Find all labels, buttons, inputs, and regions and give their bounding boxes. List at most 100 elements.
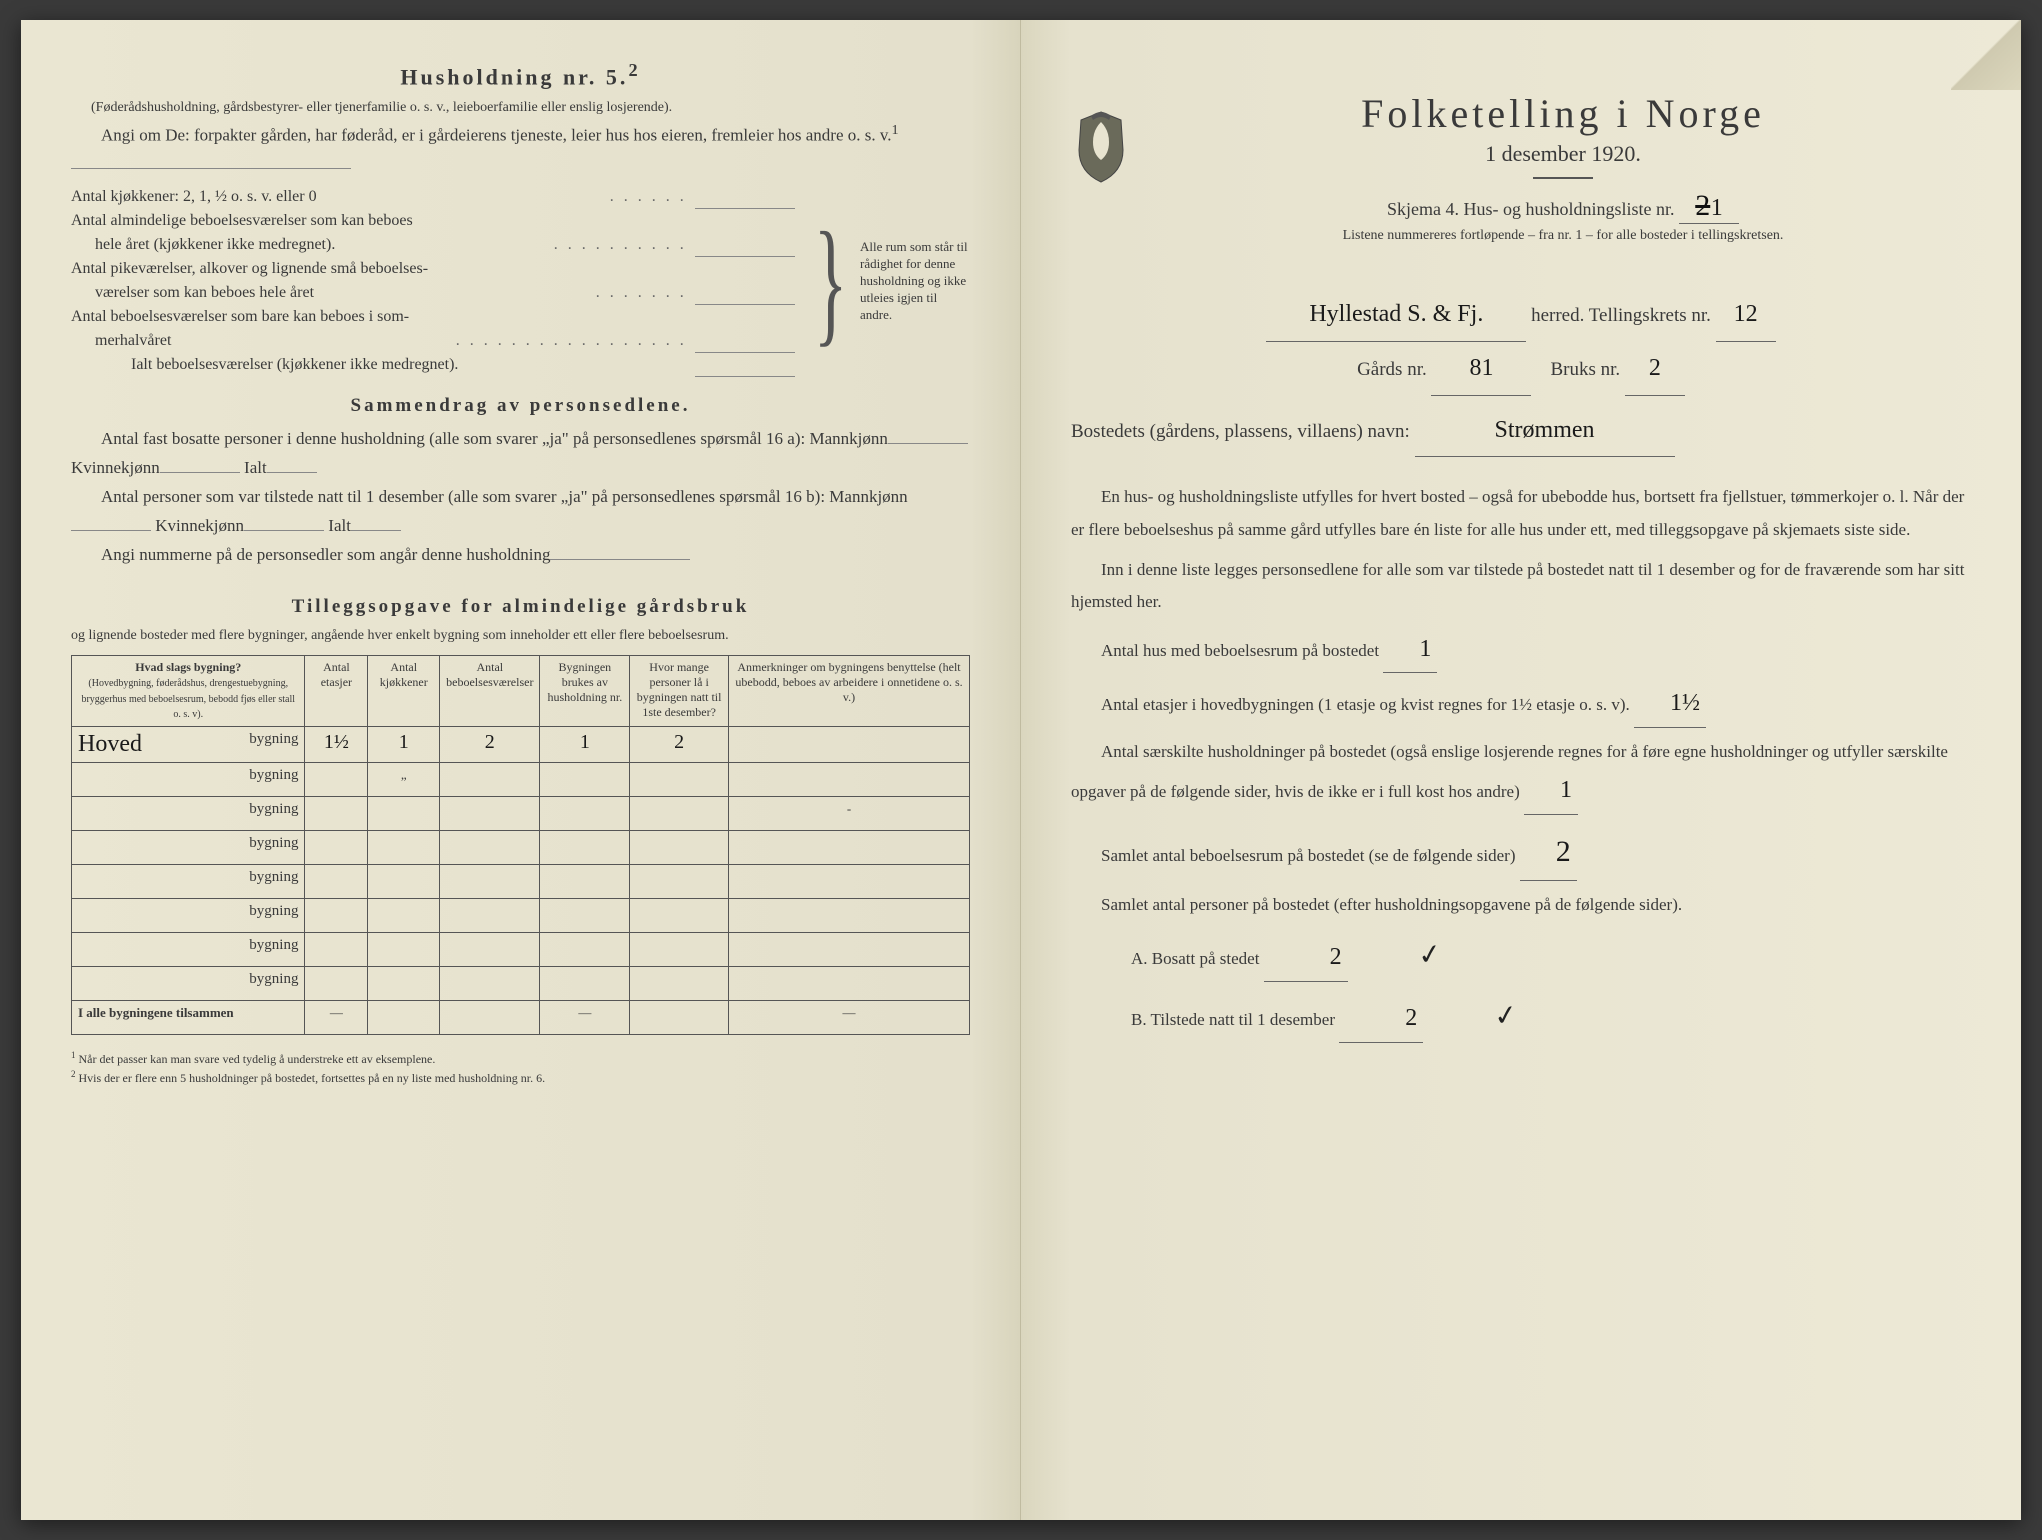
r7c5 <box>540 932 630 966</box>
r1c3: 1 <box>368 726 440 762</box>
q4-line: Samlet antal beboelsesrum på bostedet (s… <box>1071 823 1971 881</box>
tc3 <box>368 1000 440 1034</box>
r1-slot <box>695 185 795 209</box>
footnotes: 1 Når det passer kan man svare ved tydel… <box>71 1049 970 1087</box>
r6c5 <box>540 898 630 932</box>
tillegg-title: Tilleggsopgave for almindelige gårdsbruk <box>71 596 970 618</box>
th-c7: Anmerkninger om bygningens benyttelse (h… <box>729 656 970 727</box>
r1-prefix: Hoved <box>78 731 142 758</box>
p2: Inn i denne liste legges personsedlene f… <box>1071 554 1971 619</box>
brace-text: Alle rum som står til rådighet for denne… <box>860 239 970 323</box>
r2c7 <box>729 762 970 796</box>
r5c2 <box>305 864 368 898</box>
corner-fold <box>1951 20 2021 90</box>
schema-text: Skjema 4. Hus- og husholdningsliste nr. <box>1387 199 1675 219</box>
r2c3: „ <box>368 762 440 796</box>
r7c7 <box>729 932 970 966</box>
check-icon: ✓ <box>1355 927 1445 991</box>
ialt2 <box>351 512 401 531</box>
r2c2 <box>305 762 368 796</box>
table-row: bygning „ <box>72 762 970 796</box>
brace-icon: } <box>814 215 848 348</box>
r5c4 <box>440 864 540 898</box>
th-c6: Hvor mange personer lå i bygningen natt … <box>630 656 729 727</box>
rooms-block: Antal kjøkkener: 2, 1, ½ o. s. v. eller … <box>71 185 970 377</box>
r1c6v: 2 <box>674 731 684 753</box>
table-head: Hvad slags bygning? (Hovedbygning, føder… <box>72 656 970 727</box>
q1v: 1 <box>1383 627 1437 674</box>
r5: Ialt beboelsesværelser (kjøkkener ikke m… <box>71 353 687 377</box>
schema-nr-val: 1 <box>1711 195 1723 221</box>
kv-lbl: Kvinnekjønn <box>71 458 160 477</box>
r3c3 <box>368 796 440 830</box>
r6c2 <box>305 898 368 932</box>
samm-l1: Antal fast bosatte personer i denne hush… <box>71 425 970 483</box>
th-c3: Antal kjøkkener <box>368 656 440 727</box>
r4c2 <box>305 830 368 864</box>
table-row: bygning <box>72 932 970 966</box>
r8c2 <box>305 966 368 1000</box>
ialt1 <box>267 455 317 474</box>
krets-nr: 12 <box>1716 288 1776 342</box>
q3-line: Antal særskilte husholdninger på bostede… <box>1071 736 1971 815</box>
rule-icon <box>1533 177 1593 179</box>
table-row: bygning <box>72 864 970 898</box>
bosted-val: Strømmen <box>1415 404 1675 458</box>
table-row: Hovedbygning 1½ 1 2 1 2 <box>72 726 970 762</box>
table-row: bygning <box>72 830 970 864</box>
r5c1: bygning <box>72 864 305 898</box>
q2-line: Antal etasjer i hovedbygningen (1 etasje… <box>1071 681 1971 728</box>
h5-line1-text: Angi om De: forpakter gården, har føderå… <box>101 126 892 145</box>
r3-slot <box>695 281 795 305</box>
th-c1: Hvad slags bygning? (Hovedbygning, føder… <box>72 656 305 727</box>
rooms-left: Antal kjøkkener: 2, 1, ½ o. s. v. eller … <box>71 185 801 377</box>
th-c1b: (Hovedbygning, føderådshus, drengestueby… <box>81 678 295 720</box>
tc5: — <box>540 1000 630 1034</box>
th-c2: Antal etasjer <box>305 656 368 727</box>
r8c7 <box>729 966 970 1000</box>
herred-lbl: herred. Tellingskrets nr. <box>1531 305 1711 326</box>
check-icon: ✓ <box>1431 989 1521 1053</box>
h5-title-text: Husholdning nr. 5. <box>400 64 628 89</box>
h5-note: (Føderådshusholdning, gårdsbestyrer- ell… <box>71 98 970 118</box>
q2v: 1½ <box>1634 681 1706 728</box>
r1: Antal kjøkkener: 2, 1, ½ o. s. v. eller … <box>71 185 610 209</box>
kv-lbl2: Kvinnekjønn <box>155 516 244 535</box>
r6c6 <box>630 898 729 932</box>
r4c1: bygning <box>72 830 305 864</box>
table-row: bygning <box>72 898 970 932</box>
r5c5 <box>540 864 630 898</box>
r3c5 <box>540 796 630 830</box>
coat-of-arms-icon <box>1071 110 1131 185</box>
bruk-nr: 2 <box>1625 342 1685 396</box>
tc6 <box>630 1000 729 1034</box>
r1-suffix: bygning <box>249 731 298 747</box>
fn1-text: Når det passer kan man svare ved tydelig… <box>79 1052 436 1066</box>
r2c4 <box>440 762 540 796</box>
bosted-lbl: Bostedets (gårdens, plassens, villaens) … <box>1071 421 1410 442</box>
qb-line: B. Tilstede natt til 1 desember 2 ✓ <box>1071 990 1971 1043</box>
right-page: Folketelling i Norge 1 desember 1920. Sk… <box>1021 20 2021 1520</box>
tillegg-sub: og lignende bosteder med flere bygninger… <box>71 626 970 646</box>
r1c3v: 1 <box>399 731 409 753</box>
r5c3 <box>368 864 440 898</box>
q3v: 1 <box>1524 768 1578 815</box>
r4c7 <box>729 830 970 864</box>
header-titles: Folketelling i Norge 1 desember 1920. Sk… <box>1155 90 1971 268</box>
r3c2 <box>305 796 368 830</box>
r2c5 <box>540 762 630 796</box>
ialt-lbl: Ialt <box>244 458 267 477</box>
mk1 <box>888 426 968 445</box>
r2c1: bygning <box>72 762 305 796</box>
samm-l3: Angi nummerne på de personsedler som ang… <box>71 541 970 570</box>
h5-sup: 2 <box>628 60 640 80</box>
kv1 <box>160 455 240 474</box>
th-c4: Antal beboelsesværelser <box>440 656 540 727</box>
table-row: bygning <box>72 966 970 1000</box>
r1c7 <box>729 726 970 762</box>
tillegg-table: Hvad slags bygning? (Hovedbygning, føder… <box>71 655 970 1035</box>
table-row: bygning- <box>72 796 970 830</box>
samm-l2-text: Antal personer som var tilstede natt til… <box>101 487 908 506</box>
table-header-row: Hvad slags bygning? (Hovedbygning, føder… <box>72 656 970 727</box>
table-body: Hovedbygning 1½ 1 2 1 2 bygning„ bygning… <box>72 726 970 1034</box>
